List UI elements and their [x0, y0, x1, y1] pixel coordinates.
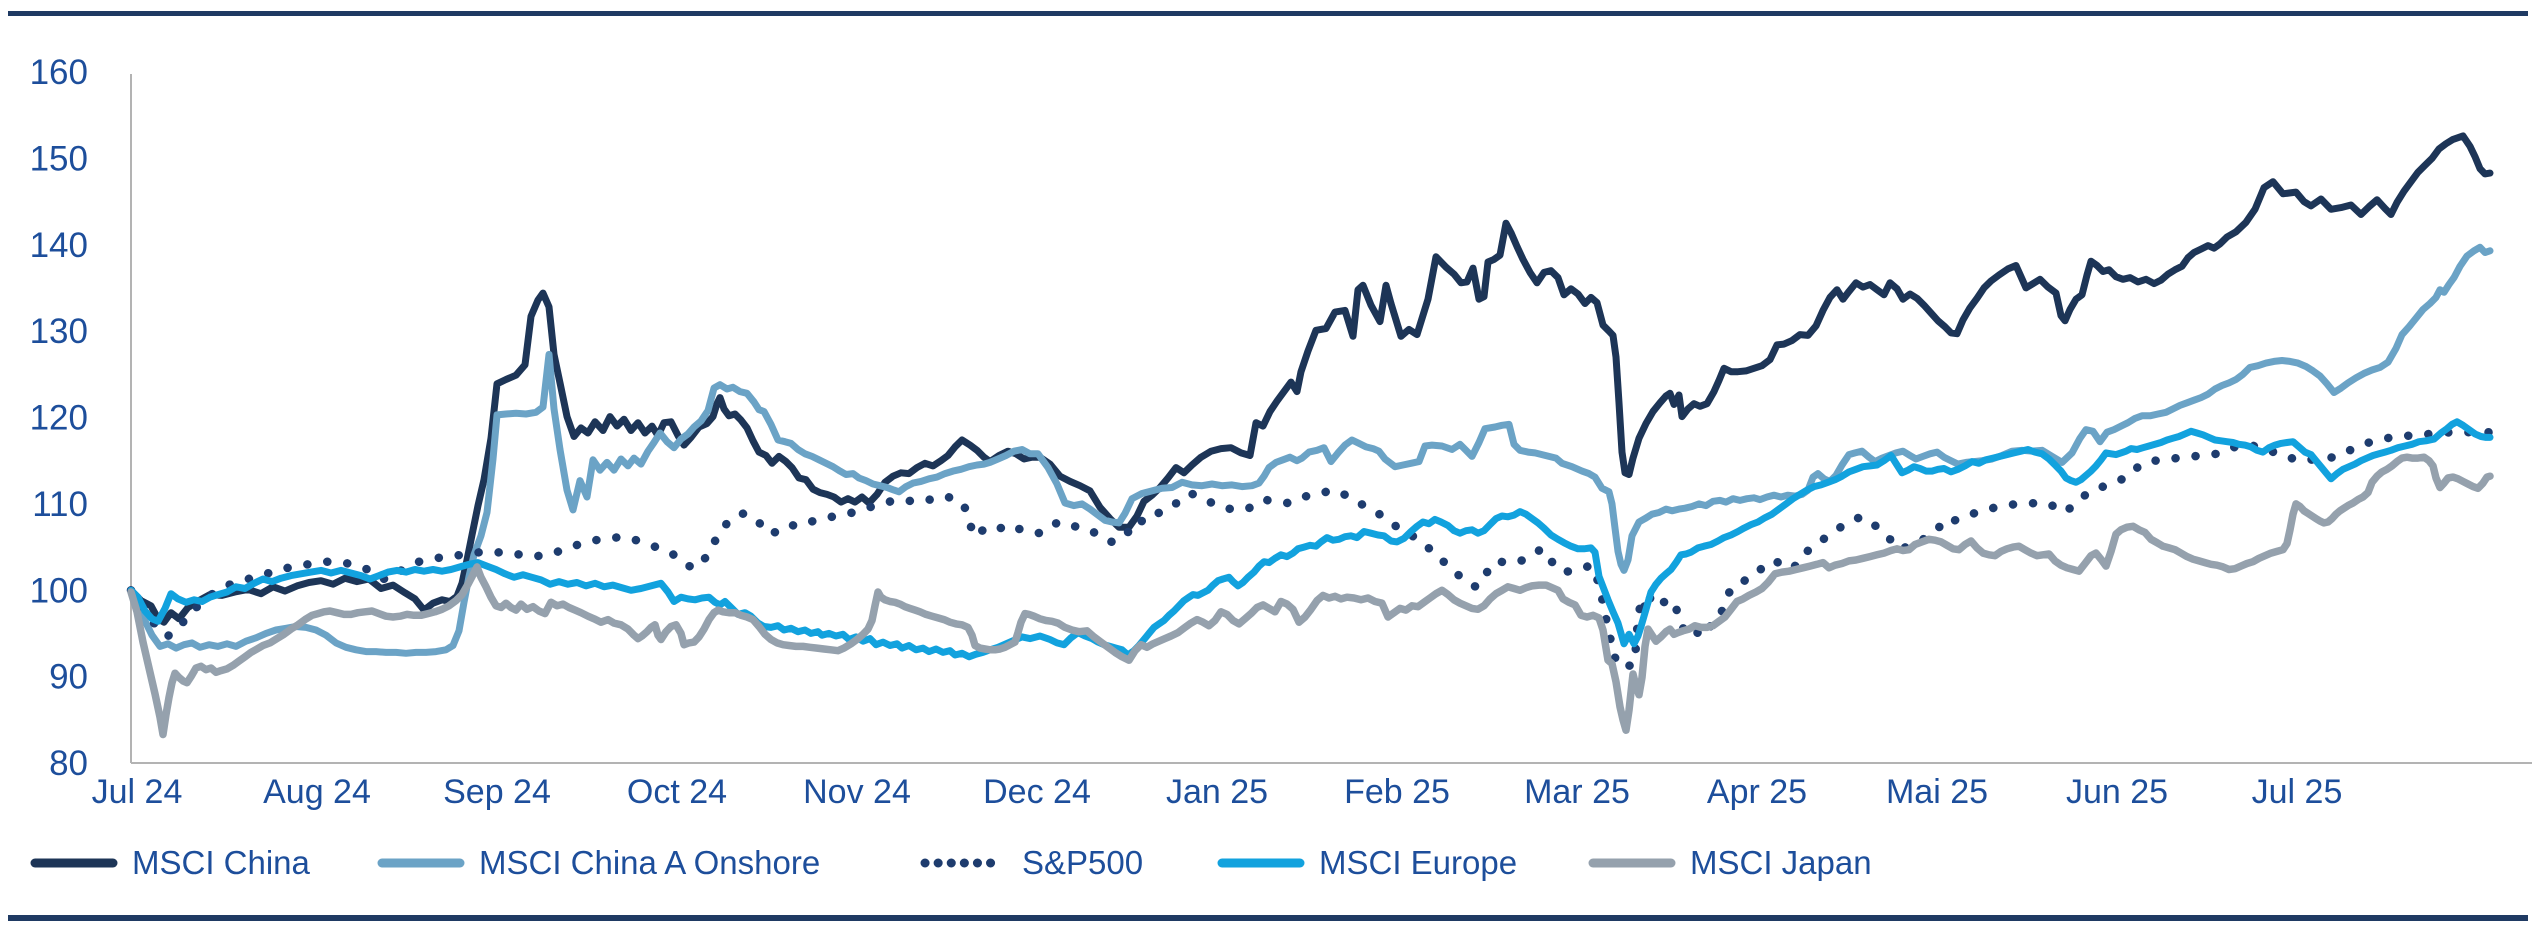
legend-label: MSCI China A Onshore [479, 844, 821, 881]
x-tick-label: Dec 24 [983, 773, 1091, 811]
x-tick-label: Mar 25 [1524, 773, 1630, 811]
x-tick-label: Nov 24 [803, 773, 911, 811]
y-tick-label: 80 [49, 744, 88, 783]
x-tick-label: Apr 25 [1707, 773, 1807, 811]
y-tick-label: 150 [30, 139, 88, 178]
series-line-s-p500 [126, 427, 2495, 671]
legend-line-swatch [1217, 858, 1305, 868]
y-tick-label: 130 [30, 312, 88, 351]
bottom-border-rule [8, 915, 2528, 921]
y-tick-label: 160 [30, 53, 88, 92]
y-tick-label: 120 [30, 399, 88, 438]
y-tick-label: 100 [30, 571, 88, 610]
legend-item-4: MSCI Europe [1217, 841, 1517, 885]
y-tick-label: 140 [30, 226, 88, 265]
legend-line-swatch [377, 858, 465, 868]
y-tick-label: 90 [49, 658, 88, 697]
x-tick-label: Aug 24 [263, 773, 371, 811]
legend-item-1: MSCI China [30, 841, 310, 885]
x-tick-label: Mai 25 [1886, 773, 1988, 811]
x-tick-label: Oct 24 [627, 773, 727, 811]
series-line-msci-europe [127, 418, 2494, 661]
x-tick-label: Sep 24 [443, 773, 551, 811]
legend-line-swatch [30, 858, 118, 868]
chart-legend: MSCI China MSCI China A Onshore S&P500 MSCI… [0, 841, 2536, 885]
x-tick-label: Jun 25 [2066, 773, 2168, 811]
series-line-msci-japan [127, 453, 2494, 739]
x-tick-label: Feb 25 [1344, 773, 1450, 811]
x-tick-label: Jul 25 [2252, 773, 2343, 811]
legend-label: S&P500 [1022, 844, 1144, 881]
series-line-msci-china [127, 132, 2494, 626]
legend-line-swatch [1588, 858, 1676, 868]
legend-item-3: S&P500 [920, 841, 1143, 885]
x-tick-label: Jul 24 [92, 773, 183, 811]
legend-label: MSCI Europe [1319, 844, 1518, 881]
legend-dotted-swatch [920, 858, 1008, 868]
y-tick-label: 110 [32, 485, 88, 524]
legend-item-2: MSCI China A Onshore [377, 841, 820, 885]
legend-label: MSCI China [132, 844, 310, 881]
series-line-msci-china-a-onshore [127, 243, 2494, 657]
top-border-rule [8, 11, 2528, 16]
x-tick-label: Jan 25 [1166, 773, 1268, 811]
legend-label: MSCI Japan [1690, 844, 1872, 881]
legend-item-5: MSCI Japan [1588, 841, 1872, 885]
